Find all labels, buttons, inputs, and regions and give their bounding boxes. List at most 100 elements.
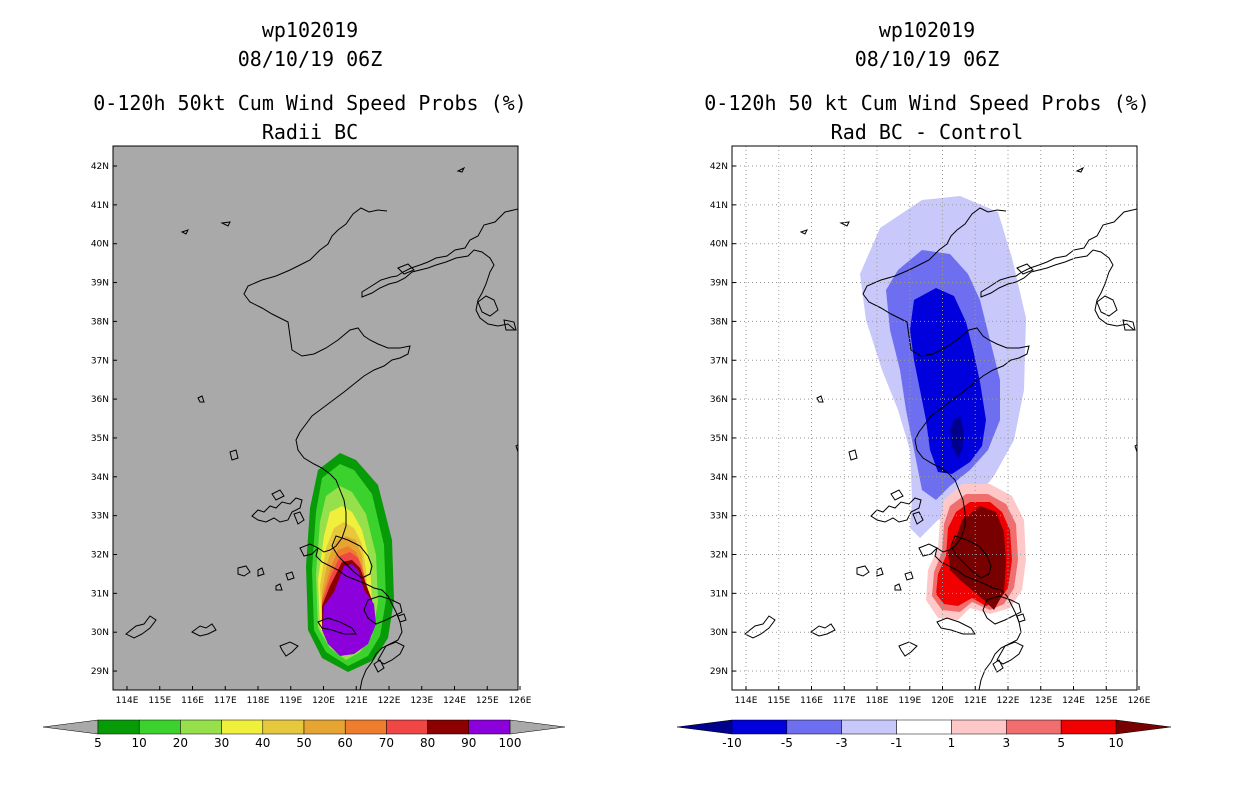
lon-label: 118E [866, 696, 889, 706]
lon-label: 119E [898, 696, 921, 706]
right-diff-neg-10 [950, 416, 964, 458]
lon-label: 114E [735, 696, 758, 706]
lat-label: 42N [91, 162, 109, 172]
right-diff-neg-5 [910, 288, 986, 474]
right-subtitle: Rad BC - Control [830, 120, 1024, 144]
colorbar-segment [1006, 719, 1062, 735]
left-title: 0-120h 50kt Cum Wind Speed Probs (%) [93, 91, 527, 115]
colorbar-segment [786, 719, 842, 735]
right-colorbar: -10 -5 -3 -1 1 3 5 10 [676, 719, 1172, 750]
left-datetime: 08/10/19 06Z [237, 47, 383, 71]
colorbar-segment [344, 719, 387, 735]
colorbar-label: 1 [948, 736, 956, 750]
lon-label: 115E [148, 696, 171, 706]
lat-label: 34N [91, 473, 109, 483]
colorbar-segment [468, 719, 511, 735]
right-map-panel: 42N 41N 40N 39N 38N 37N 36N 35N 34N 33N 32N 31N 30N 2… [710, 145, 1151, 706]
colorbar-segment [1060, 719, 1117, 735]
left-lon-labels: 114E 115E 116E 117E 118E 119E 120E 121E 122E 123E… [116, 686, 532, 706]
colorbar-label: 40 [255, 736, 270, 750]
lon-label: 123E [410, 696, 433, 706]
colorbar-label: 50 [296, 736, 311, 750]
left-storm-id: wp102019 [261, 18, 359, 42]
colorbar-label: 80 [420, 736, 435, 750]
lat-label: 39N [91, 279, 109, 289]
lat-label: 33N [91, 512, 109, 522]
lon-label: 116E [800, 696, 823, 706]
lat-label: 38N [91, 317, 109, 327]
lat-label: 31N [91, 589, 109, 599]
lon-label: 124E [1062, 696, 1085, 706]
colorbar-label: 5 [1057, 736, 1065, 750]
right-title: 0-120h 50 kt Cum Wind Speed Probs (%) [704, 91, 1150, 115]
right-lat-labels: 42N 41N 40N 39N 38N 37N 36N 35N 34N 33N 32N 31N 30N 2… [710, 162, 736, 677]
colorbar-label: -3 [836, 736, 848, 750]
colorbar-segment [841, 719, 897, 735]
left-subtitle: Radii BC [261, 120, 359, 144]
colorbar-segment [262, 719, 305, 735]
colorbar-segment [951, 719, 1007, 735]
lat-label: 37N [710, 356, 728, 366]
colorbar-segment [731, 719, 788, 735]
lon-label: 120E [312, 696, 335, 706]
lon-label: 117E [833, 696, 856, 706]
lon-label: 115E [767, 696, 790, 706]
left-colorbar: 5 10 20 30 40 50 60 70 80 90 100 [42, 719, 566, 750]
colorbar-label: 10 [132, 736, 147, 750]
colorbar-label: -5 [781, 736, 793, 750]
colorbar-label: 90 [461, 736, 476, 750]
colorbar-high-arrow [1115, 719, 1172, 735]
lat-label: 30N [91, 628, 109, 638]
colorbar-low-arrow [676, 719, 733, 735]
colorbar-segment [97, 719, 140, 735]
lon-label: 119E [279, 696, 302, 706]
right-datetime: 08/10/19 06Z [854, 47, 1000, 71]
lon-label: 123E [1029, 696, 1052, 706]
lon-label: 125E [476, 696, 499, 706]
colorbar-label: -10 [722, 736, 742, 750]
colorbar-segment [303, 719, 346, 735]
colorbar-segment [386, 719, 428, 735]
colorbar-label: 5 [94, 736, 102, 750]
lon-label: 118E [247, 696, 270, 706]
right-lon-labels: 114E 115E 116E 117E 118E 119E 120E 121E 122E 123E… [735, 686, 1151, 706]
lat-label: 35N [91, 434, 109, 444]
lat-label: 41N [91, 201, 109, 211]
lat-label: 39N [710, 279, 728, 289]
colorbar-label: 20 [173, 736, 188, 750]
colorbar-segment [896, 719, 952, 735]
colorbar-label: 70 [379, 736, 394, 750]
left-lat-labels: 42N 41N 40N 39N 38N 37N 36N 35N 34N 33N 32N 31N 30N 2… [91, 162, 117, 677]
left-prob-100 [322, 564, 376, 656]
lon-label: 121E [964, 696, 987, 706]
left-map-panel: 42N 41N 40N 39N 38N 37N 36N 35N 34N 33N 32N 31N 30N 2… [91, 145, 532, 706]
colorbar-segment [221, 719, 264, 735]
lon-label: 117E [214, 696, 237, 706]
lat-label: 34N [710, 473, 728, 483]
lon-label: 121E [345, 696, 368, 706]
lat-label: 33N [710, 512, 728, 522]
lat-label: 36N [710, 395, 728, 405]
colorbar-label: 60 [338, 736, 353, 750]
right-gridlines [732, 146, 1137, 690]
colorbar-label: 100 [499, 736, 522, 750]
lat-label: 42N [710, 162, 728, 172]
lon-label: 120E [931, 696, 954, 706]
colorbar-low-arrow [42, 719, 99, 735]
lon-label: 125E [1095, 696, 1118, 706]
lat-label: 29N [710, 667, 728, 677]
left-map-frame [112, 145, 519, 691]
colorbar-high-arrow [509, 719, 566, 735]
colorbar-segment [138, 719, 181, 735]
lon-label: 116E [181, 696, 204, 706]
lat-label: 31N [710, 589, 728, 599]
lat-label: 35N [710, 434, 728, 444]
lat-label: 40N [91, 240, 109, 250]
lat-label: 40N [710, 240, 728, 250]
right-storm-id: wp102019 [878, 18, 976, 42]
lat-label: 38N [710, 317, 728, 327]
lat-label: 36N [91, 395, 109, 405]
lat-label: 32N [710, 551, 728, 561]
lat-label: 37N [91, 356, 109, 366]
